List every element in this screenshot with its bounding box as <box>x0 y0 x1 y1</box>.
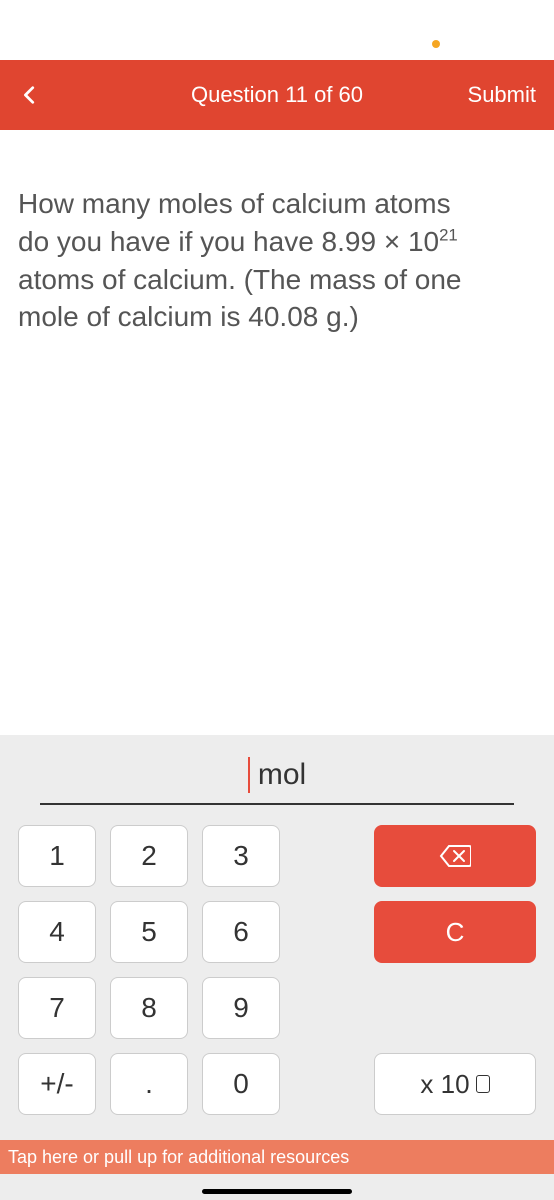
key-7[interactable]: 7 <box>18 977 96 1039</box>
key-9[interactable]: 9 <box>202 977 280 1039</box>
key-plusminus[interactable]: +/- <box>18 1053 96 1115</box>
x10-label: x 10 <box>420 1069 469 1100</box>
home-indicator[interactable] <box>202 1189 352 1194</box>
key-3[interactable]: 3 <box>202 825 280 887</box>
resources-bar[interactable]: Tap here or pull up for additional resou… <box>0 1140 554 1174</box>
question-line: atoms of calcium. (The mass of one <box>18 264 462 295</box>
status-dot-icon <box>432 40 440 48</box>
question-line: mole of calcium is 40.08 g.) <box>18 301 359 332</box>
cursor-icon <box>248 757 250 793</box>
submit-button[interactable]: Submit <box>468 82 536 108</box>
question-exponent: 21 <box>439 225 458 244</box>
keypad: 1 2 3 4 5 6 C 7 8 9 +/- . <box>0 815 554 1115</box>
answer-underline <box>40 803 514 805</box>
key-5[interactable]: 5 <box>110 901 188 963</box>
question-line: How many moles of calcium atoms <box>18 188 451 219</box>
key-6[interactable]: 6 <box>202 901 280 963</box>
question-line: do you have if you have 8.99 × 10 <box>18 226 439 257</box>
key-8[interactable]: 8 <box>110 977 188 1039</box>
chevron-left-icon <box>19 80 41 110</box>
key-dot[interactable]: . <box>110 1053 188 1115</box>
question-counter: Question 11 of 60 <box>191 82 363 108</box>
resources-text: Tap here or pull up for additional resou… <box>8 1147 349 1168</box>
key-4[interactable]: 4 <box>18 901 96 963</box>
header-bar: Question 11 of 60 Submit <box>0 60 554 130</box>
clear-button[interactable]: C <box>374 901 536 963</box>
backspace-button[interactable] <box>374 825 536 887</box>
key-1[interactable]: 1 <box>18 825 96 887</box>
key-2[interactable]: 2 <box>110 825 188 887</box>
answer-unit: mol <box>258 758 306 792</box>
backspace-icon <box>439 844 471 868</box>
answer-display[interactable]: mol <box>0 735 554 815</box>
question-text: How many moles of calcium atoms do you h… <box>18 185 536 336</box>
exponent-box-icon <box>476 1075 490 1093</box>
back-button[interactable] <box>18 83 42 107</box>
x10-button[interactable]: x 10 <box>374 1053 536 1115</box>
key-0[interactable]: 0 <box>202 1053 280 1115</box>
answer-panel: mol 1 2 3 4 5 6 C 7 8 9 <box>0 735 554 1200</box>
